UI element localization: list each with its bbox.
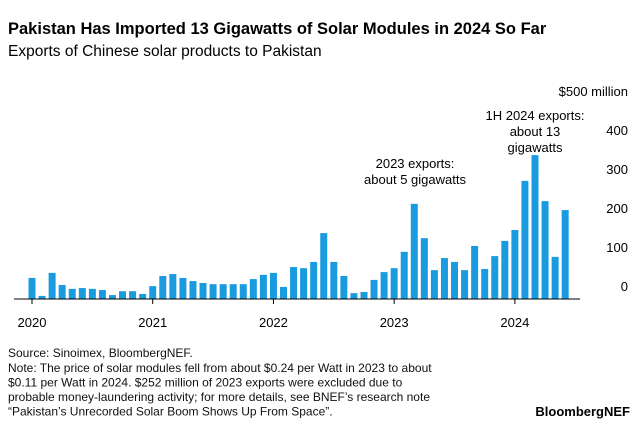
bar <box>410 203 418 299</box>
x-tick-label: 2021 <box>138 315 167 330</box>
bar <box>269 272 277 299</box>
annotation: gigawatts <box>508 140 563 155</box>
bar <box>511 229 519 299</box>
bar <box>159 275 167 299</box>
note: $0.11 per Watt in 2024. $252 million of … <box>8 376 403 390</box>
source: Source: Sinoimex, BloombergNEF. <box>8 346 193 360</box>
y-tick-label: 200 <box>606 201 628 216</box>
annotation: about 5 gigawatts <box>364 172 466 187</box>
bar <box>149 286 157 299</box>
note: “Pakistan’s Unrecorded Solar Boom Shows … <box>8 405 333 419</box>
bar <box>129 291 137 299</box>
bar <box>199 283 207 299</box>
y-tick-label: 100 <box>606 240 628 255</box>
bar <box>390 268 398 299</box>
bar <box>481 268 489 299</box>
annotation: 2023 exports: <box>376 156 455 171</box>
bar <box>440 258 448 299</box>
bar <box>501 240 509 299</box>
bar <box>471 245 479 299</box>
bar <box>310 261 318 299</box>
bar <box>420 238 428 299</box>
bar <box>531 155 539 299</box>
bar <box>98 290 106 299</box>
annotation: about 13 <box>510 124 561 139</box>
annotation: 1H 2024 exports: <box>485 108 584 123</box>
bar <box>48 272 56 299</box>
x-tick-label: 2022 <box>259 315 288 330</box>
bar <box>451 261 459 299</box>
note: probable money-laundering activity; for … <box>8 390 430 404</box>
bar <box>521 180 529 299</box>
bar <box>58 284 66 299</box>
bar <box>78 288 86 299</box>
bar <box>300 268 308 299</box>
bar <box>400 251 408 299</box>
bar <box>340 275 348 299</box>
bar <box>209 284 217 299</box>
bar <box>360 291 368 299</box>
bar <box>108 295 116 299</box>
bar <box>290 267 298 299</box>
bar <box>189 281 197 299</box>
bar <box>169 274 177 299</box>
bar <box>38 295 46 299</box>
chart-title: Pakistan Has Imported 13 Gigawatts of So… <box>8 20 547 38</box>
x-tick-label: 2023 <box>380 315 409 330</box>
bar <box>370 279 378 299</box>
bar <box>461 270 469 299</box>
bar <box>68 288 76 299</box>
bar <box>88 288 96 299</box>
bar <box>541 201 549 299</box>
bar <box>219 284 227 299</box>
bar <box>28 277 36 299</box>
bar <box>430 270 438 299</box>
bar <box>249 279 257 299</box>
bar <box>380 272 388 299</box>
y-tick-label: $500 million <box>559 84 628 99</box>
bar <box>551 256 559 299</box>
bar <box>320 233 328 299</box>
x-tick-label: 2024 <box>500 315 529 330</box>
bar <box>330 261 338 299</box>
bar <box>350 293 358 299</box>
bar <box>179 277 187 299</box>
y-tick-label: 400 <box>606 123 628 138</box>
bar <box>280 286 287 299</box>
bar <box>239 284 247 299</box>
bar <box>119 291 127 299</box>
bar <box>259 274 267 299</box>
bar <box>229 284 237 299</box>
y-tick-label: 300 <box>606 162 628 177</box>
y-tick-label: 0 <box>621 279 628 294</box>
bar <box>561 210 569 299</box>
x-tick-label: 2020 <box>18 315 47 330</box>
note: Note: The price of solar modules fell fr… <box>8 361 432 375</box>
chart-subtitle: Exports of Chinese solar products to Pak… <box>8 43 322 60</box>
bar <box>491 256 499 299</box>
bar <box>139 293 147 299</box>
brand: BloombergNEF <box>535 404 630 419</box>
